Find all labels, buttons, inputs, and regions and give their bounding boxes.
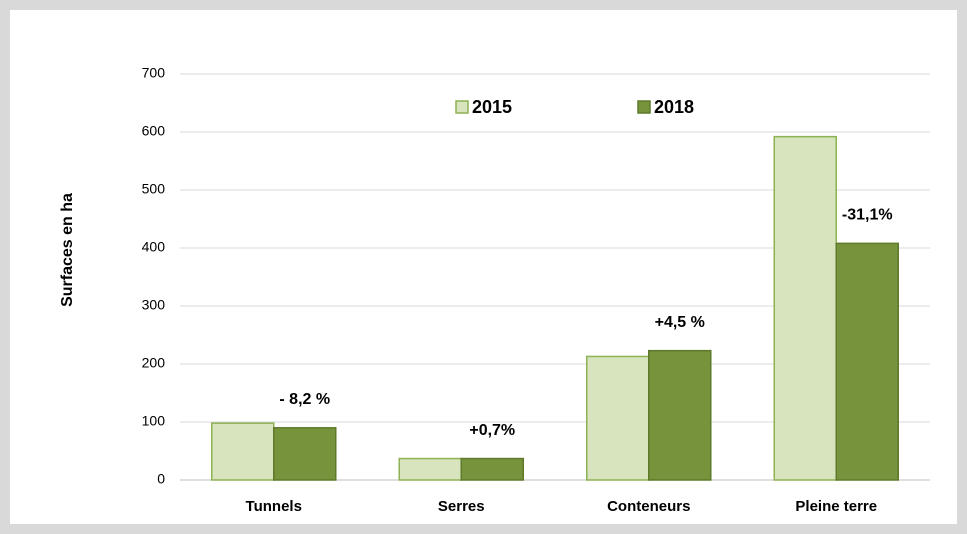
y-tick-label: 600 — [142, 123, 166, 139]
y-tick-label: 500 — [142, 181, 166, 197]
bar — [398, 457, 462, 481]
y-tick-label: 700 — [142, 65, 166, 81]
bar — [648, 349, 712, 481]
annotation: - 8,2 % — [279, 391, 330, 408]
bar — [835, 242, 899, 481]
x-tick-label: Pleine terre — [795, 498, 877, 515]
x-tick-label: Conteneurs — [607, 498, 690, 515]
legend-swatch — [455, 100, 469, 114]
y-tick-label: 200 — [142, 355, 166, 371]
legend-swatch — [637, 100, 651, 114]
bar — [773, 135, 837, 481]
bar — [273, 427, 337, 481]
bar — [211, 422, 275, 481]
x-tick-label: Serres — [438, 498, 485, 515]
y-axis-label: Surfaces en ha — [59, 193, 76, 307]
legend-label: 2015 — [472, 97, 512, 117]
y-tick-label: 300 — [142, 297, 166, 313]
annotation: -31,1% — [842, 207, 893, 224]
y-tick-label: 400 — [142, 239, 166, 255]
annotation: +0,7% — [469, 422, 515, 439]
bar — [460, 457, 524, 481]
y-tick-label: 100 — [142, 413, 166, 429]
y-tick-label: 0 — [157, 471, 165, 487]
x-tick-label: Tunnels — [246, 498, 302, 515]
legend-background — [345, 92, 810, 126]
annotation: +4,5 % — [655, 314, 705, 331]
bar — [586, 355, 650, 481]
legend-label: 2018 — [654, 97, 694, 117]
